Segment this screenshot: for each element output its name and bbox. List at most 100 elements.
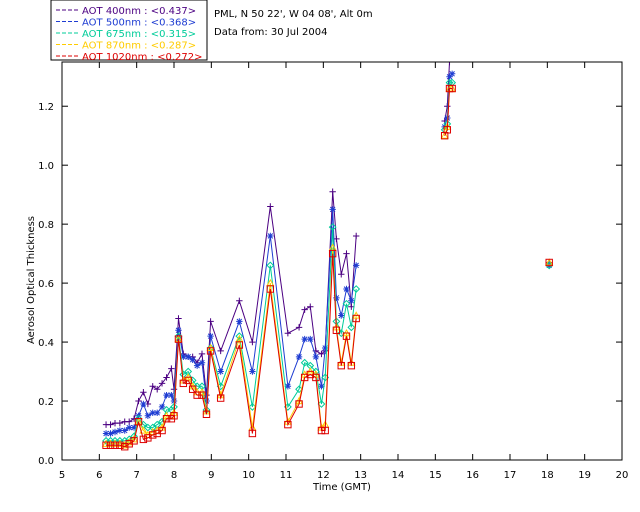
data-point	[295, 400, 303, 408]
data-point	[170, 386, 178, 393]
data-point	[337, 361, 345, 370]
data-point	[312, 373, 320, 382]
x-tick-label: 13	[354, 470, 367, 481]
data-point	[545, 258, 553, 267]
x-tick-label: 12	[317, 470, 330, 481]
data-point	[193, 391, 201, 399]
data-point	[126, 424, 133, 431]
series-5	[102, 84, 553, 451]
data-point	[154, 409, 161, 417]
x-tick-label: 11	[280, 470, 293, 481]
data-point	[342, 299, 351, 308]
data-point	[102, 441, 110, 449]
data-point	[328, 249, 337, 258]
data-point	[343, 250, 350, 257]
x-tick-label: 5	[59, 470, 65, 481]
data-point	[318, 350, 325, 358]
data-point	[121, 427, 128, 434]
data-point	[175, 327, 182, 334]
data-point	[342, 332, 351, 340]
data-point	[318, 383, 325, 390]
data-point	[545, 261, 554, 270]
data-point	[347, 323, 356, 332]
data-point	[149, 409, 156, 417]
plot-frame	[61, 61, 623, 461]
data-point	[446, 62, 453, 66]
legend-label: AOT 675nm : <0.315>	[82, 29, 196, 40]
data-point	[135, 397, 142, 405]
data-point	[307, 303, 314, 310]
data-point	[168, 365, 175, 372]
data-point	[312, 347, 320, 355]
data-point	[154, 386, 161, 393]
data-point	[111, 428, 119, 436]
data-point	[301, 306, 308, 313]
data-point	[347, 361, 356, 370]
data-point	[266, 285, 275, 293]
data-point	[202, 410, 211, 419]
data-point	[332, 326, 341, 334]
series-line	[106, 83, 549, 441]
y-tick-label: 0.2	[38, 397, 54, 408]
x-tick-label: 20	[616, 470, 629, 481]
data-point	[130, 437, 138, 445]
data-point	[184, 376, 192, 385]
data-point	[198, 359, 206, 366]
data-point	[284, 383, 292, 390]
x-tick-label: 15	[429, 470, 442, 481]
data-point	[170, 412, 178, 420]
data-point	[163, 374, 170, 381]
data-point	[116, 427, 124, 434]
y-tick-label: 0.4	[38, 338, 54, 349]
data-point	[301, 335, 308, 343]
data-point	[352, 262, 360, 269]
x-tick-label: 19	[578, 470, 591, 481]
data-point	[116, 441, 124, 449]
data-point	[267, 232, 274, 240]
data-point	[338, 271, 345, 278]
data-point	[198, 350, 206, 358]
legend-label: AOT 870nm : <0.287>	[82, 41, 196, 52]
data-point	[329, 188, 336, 195]
data-point	[352, 314, 360, 323]
data-point	[328, 223, 337, 232]
data-point	[295, 385, 303, 394]
data-point	[443, 126, 451, 134]
data-point	[184, 353, 192, 361]
data-point	[267, 203, 274, 210]
plot-area: 5 6 7 8 9 10 11 12 13 14 15 16 17 18 19 20 0.0 0.2 0.4 0.6…	[38, 61, 629, 481]
data-point	[102, 430, 110, 437]
data-point	[130, 424, 138, 431]
data-point	[130, 435, 139, 443]
data-point	[307, 335, 314, 343]
data-point	[158, 403, 166, 411]
x-tick-label: 9	[208, 470, 214, 481]
data-point	[300, 358, 309, 367]
data-point	[216, 394, 225, 402]
data-point	[162, 415, 171, 423]
series-line	[106, 89, 549, 447]
x-tick-label: 6	[96, 470, 102, 481]
data-point	[174, 332, 183, 341]
data-point	[248, 429, 257, 438]
y-tick-label: 0.8	[38, 220, 54, 231]
data-point	[448, 84, 456, 93]
series-3	[102, 78, 554, 445]
x-tick-label: 18	[541, 470, 554, 481]
data-point	[284, 420, 292, 429]
data-point	[236, 318, 243, 325]
data-point	[148, 423, 157, 432]
data-point	[317, 426, 326, 435]
data-point	[106, 441, 115, 449]
data-point	[206, 347, 215, 355]
data-point	[193, 362, 201, 369]
data-point	[107, 421, 114, 428]
data-point	[338, 312, 345, 319]
data-point	[348, 297, 355, 304]
data-point	[448, 84, 457, 92]
data-point	[126, 418, 133, 425]
data-point	[158, 380, 166, 387]
x-tick-label: 17	[504, 470, 517, 481]
x-axis: 5 6 7 8 9 10 11 12 13 14 15 16 17 18 19 20	[59, 62, 629, 481]
data-point	[203, 397, 210, 405]
